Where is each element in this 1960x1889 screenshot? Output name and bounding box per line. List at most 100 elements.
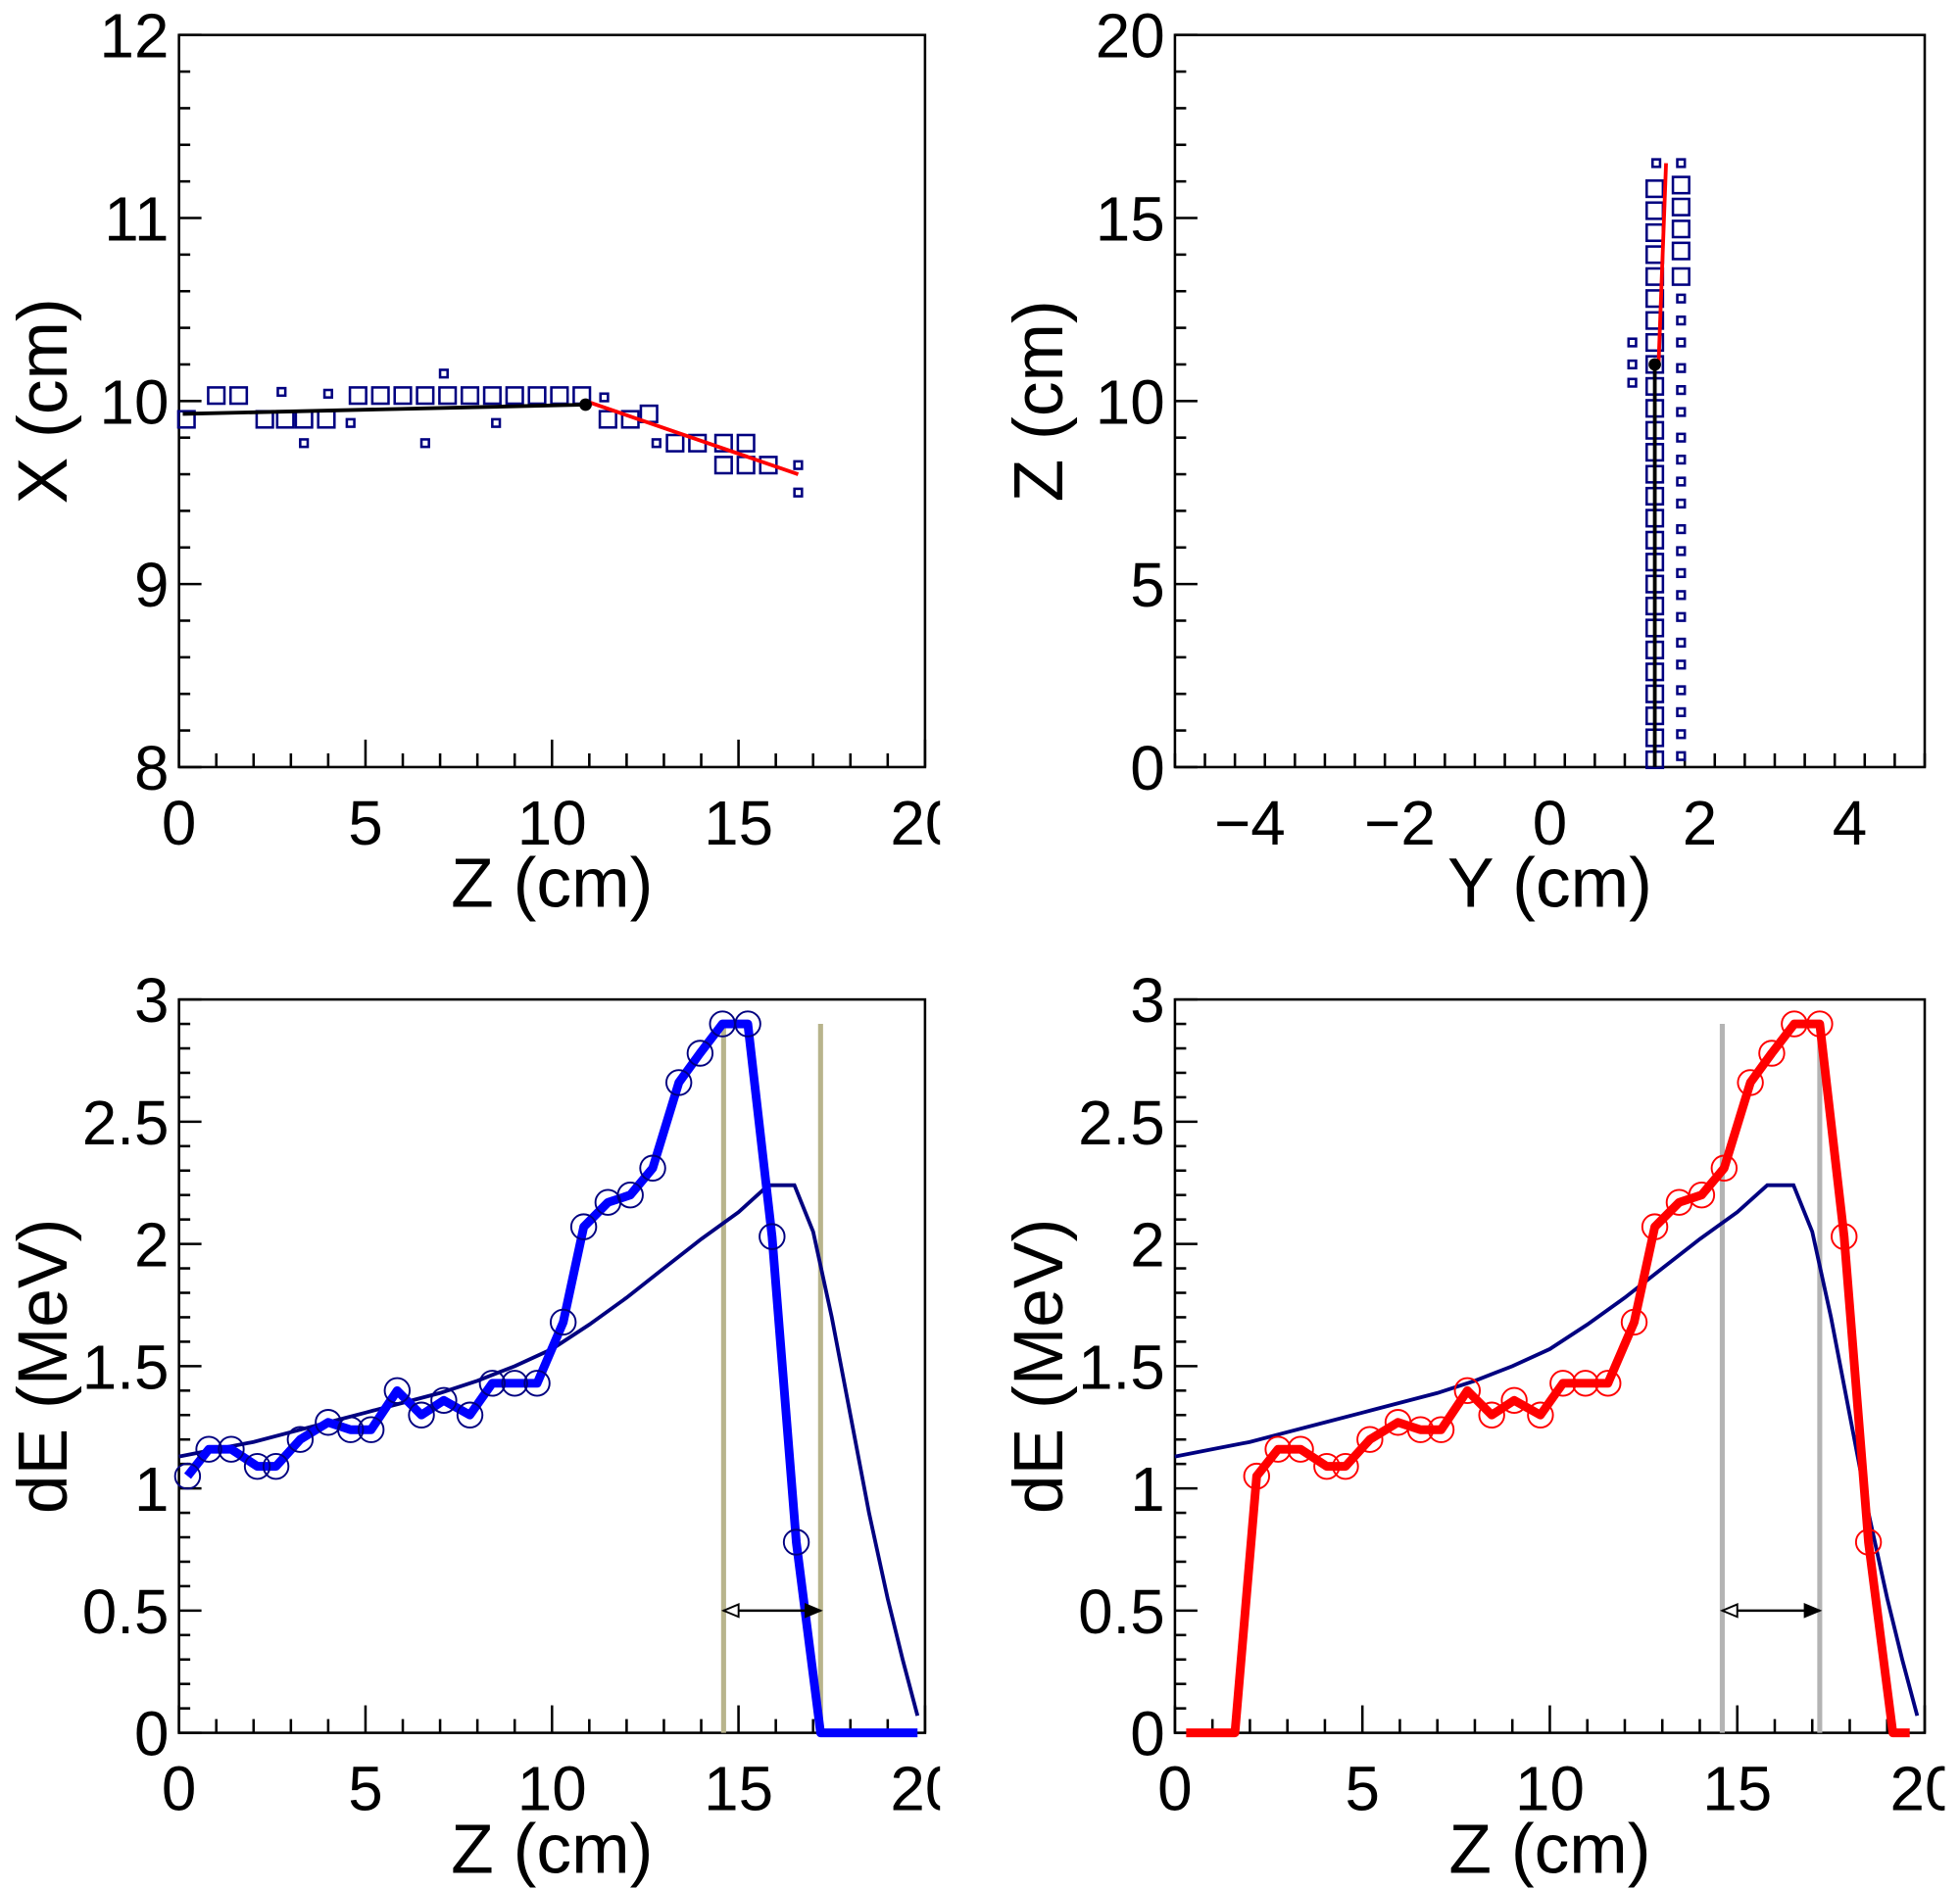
dedx-marker	[686, 1040, 714, 1067]
dedx-marker	[1549, 1370, 1577, 1397]
vertex-marker	[579, 398, 592, 412]
x-tick-label: 10	[1515, 1754, 1585, 1824]
hit-square	[1676, 546, 1687, 557]
x-tick-label: 15	[1702, 1754, 1772, 1824]
x-axis-title: Z (cm)	[451, 1810, 653, 1888]
dedx-marker	[1620, 1308, 1648, 1336]
dedx-marker	[1356, 1426, 1384, 1453]
hit-square	[1671, 175, 1690, 195]
panel-2: −4 −2 0 2 4 0 5 10 15 20 Y (cm) Z (cm)	[1000, 1, 1927, 923]
dedx-marker	[173, 1462, 202, 1490]
x-tick-label: 0	[1533, 788, 1567, 858]
dedx-marker	[357, 1416, 385, 1443]
arrow-head-right	[1803, 1603, 1823, 1619]
hit-square	[393, 386, 413, 406]
y-axis-title: X (cm)	[4, 298, 82, 504]
y-tick-label: 11	[104, 183, 169, 254]
hit-square	[299, 438, 310, 449]
hit-square	[1676, 293, 1687, 304]
hit-square	[713, 456, 733, 475]
dedx-marker	[478, 1370, 507, 1397]
x-tick-label: 5	[348, 1754, 382, 1824]
dedx-marker	[243, 1452, 271, 1480]
hit-square	[348, 386, 368, 406]
hit-square	[1627, 377, 1638, 388]
hit-square	[665, 433, 685, 453]
dedx-marker	[1264, 1435, 1292, 1463]
hit-square	[276, 386, 287, 398]
dedx-marker	[430, 1386, 458, 1414]
y-tick-label: 5	[1130, 550, 1164, 620]
hit-square	[207, 386, 226, 406]
dedx-marker	[639, 1154, 666, 1182]
x-tick-label: 10	[517, 788, 587, 858]
x-tick-label: 15	[704, 788, 773, 858]
dedx-marker	[1313, 1452, 1341, 1480]
x-tick-label: −2	[1364, 788, 1436, 858]
hit-square	[491, 417, 502, 428]
dedx-marker	[1427, 1416, 1455, 1443]
hit-square	[416, 386, 435, 406]
dedx-marker	[759, 1223, 786, 1250]
dedx-marker	[1453, 1377, 1482, 1405]
x-tick-label: 5	[1345, 1754, 1379, 1824]
hit-square	[1676, 432, 1687, 443]
track-fit-after-vertex	[584, 399, 800, 476]
y-axis-title: dE (MeV)	[1000, 1219, 1078, 1515]
hit-square	[1676, 476, 1687, 487]
x-axis-title: Y (cm)	[1447, 845, 1652, 923]
x-axis-title: Z (cm)	[1448, 1810, 1650, 1888]
hit-square	[1627, 359, 1638, 370]
y-tick-label: 3	[1130, 965, 1164, 1036]
y-tick-label: 8	[134, 733, 169, 803]
plot-frame	[1173, 33, 1927, 769]
hit-square	[1676, 158, 1687, 169]
hit-square	[1676, 363, 1687, 373]
hit-square	[1671, 219, 1690, 239]
arrow-head-left	[1719, 1603, 1739, 1619]
y-tick-label: 0	[134, 1699, 169, 1769]
dedx-marker	[218, 1435, 245, 1463]
x-tick-label: −4	[1214, 788, 1286, 858]
hit-square	[505, 386, 524, 406]
x-tick-label: 20	[890, 788, 959, 858]
hit-square	[598, 410, 617, 429]
dedx-marker	[262, 1452, 290, 1480]
y-tick-label: 12	[100, 1, 170, 72]
y-axis-title: dE (MeV)	[4, 1219, 82, 1515]
hit-square	[1645, 311, 1665, 330]
hit-square	[419, 438, 430, 449]
y-tick-label: 1	[134, 1454, 169, 1525]
plot-frame	[177, 997, 927, 1734]
dedx-marker	[1287, 1435, 1314, 1463]
panel-3: 0 5 10 15 20 0 0.5 1 1.5 2 2.5 3 Z (cm) dE (MeV)	[4, 965, 959, 1888]
dedx-marker	[1243, 1462, 1271, 1490]
hit-square	[1645, 179, 1665, 199]
hit-square	[736, 433, 756, 453]
dedx-marker	[523, 1370, 551, 1397]
dedx-marker	[337, 1416, 365, 1443]
plot-frame	[1173, 997, 1927, 1734]
y-tick-label: 3	[134, 965, 169, 1036]
y-tick-label: 1.5	[82, 1332, 170, 1402]
x-tick-label: 20	[890, 1754, 959, 1824]
y-tick-label: 10	[100, 366, 170, 437]
dedx-marker	[195, 1435, 222, 1463]
hit-square	[1645, 332, 1665, 353]
dedx-marker	[1594, 1370, 1622, 1397]
hit-square	[438, 368, 449, 379]
dedx-marker	[1806, 1010, 1834, 1038]
dedx-marker	[1527, 1401, 1554, 1429]
y-tick-label: 2.5	[1078, 1088, 1165, 1158]
x-tick-label: 4	[1833, 788, 1867, 858]
hit-square	[1627, 337, 1638, 348]
hit-square	[1676, 659, 1687, 670]
hit-square	[651, 438, 662, 449]
y-tick-label: 1	[1130, 1454, 1164, 1525]
x-tick-label: 0	[1157, 1754, 1192, 1824]
dedx-marker	[1406, 1416, 1435, 1443]
track-fit-after-vertex	[1656, 163, 1668, 365]
measured-dedx-line	[1186, 1019, 1910, 1738]
hit-square	[1645, 289, 1665, 309]
y-tick-label: 0	[1130, 733, 1164, 803]
